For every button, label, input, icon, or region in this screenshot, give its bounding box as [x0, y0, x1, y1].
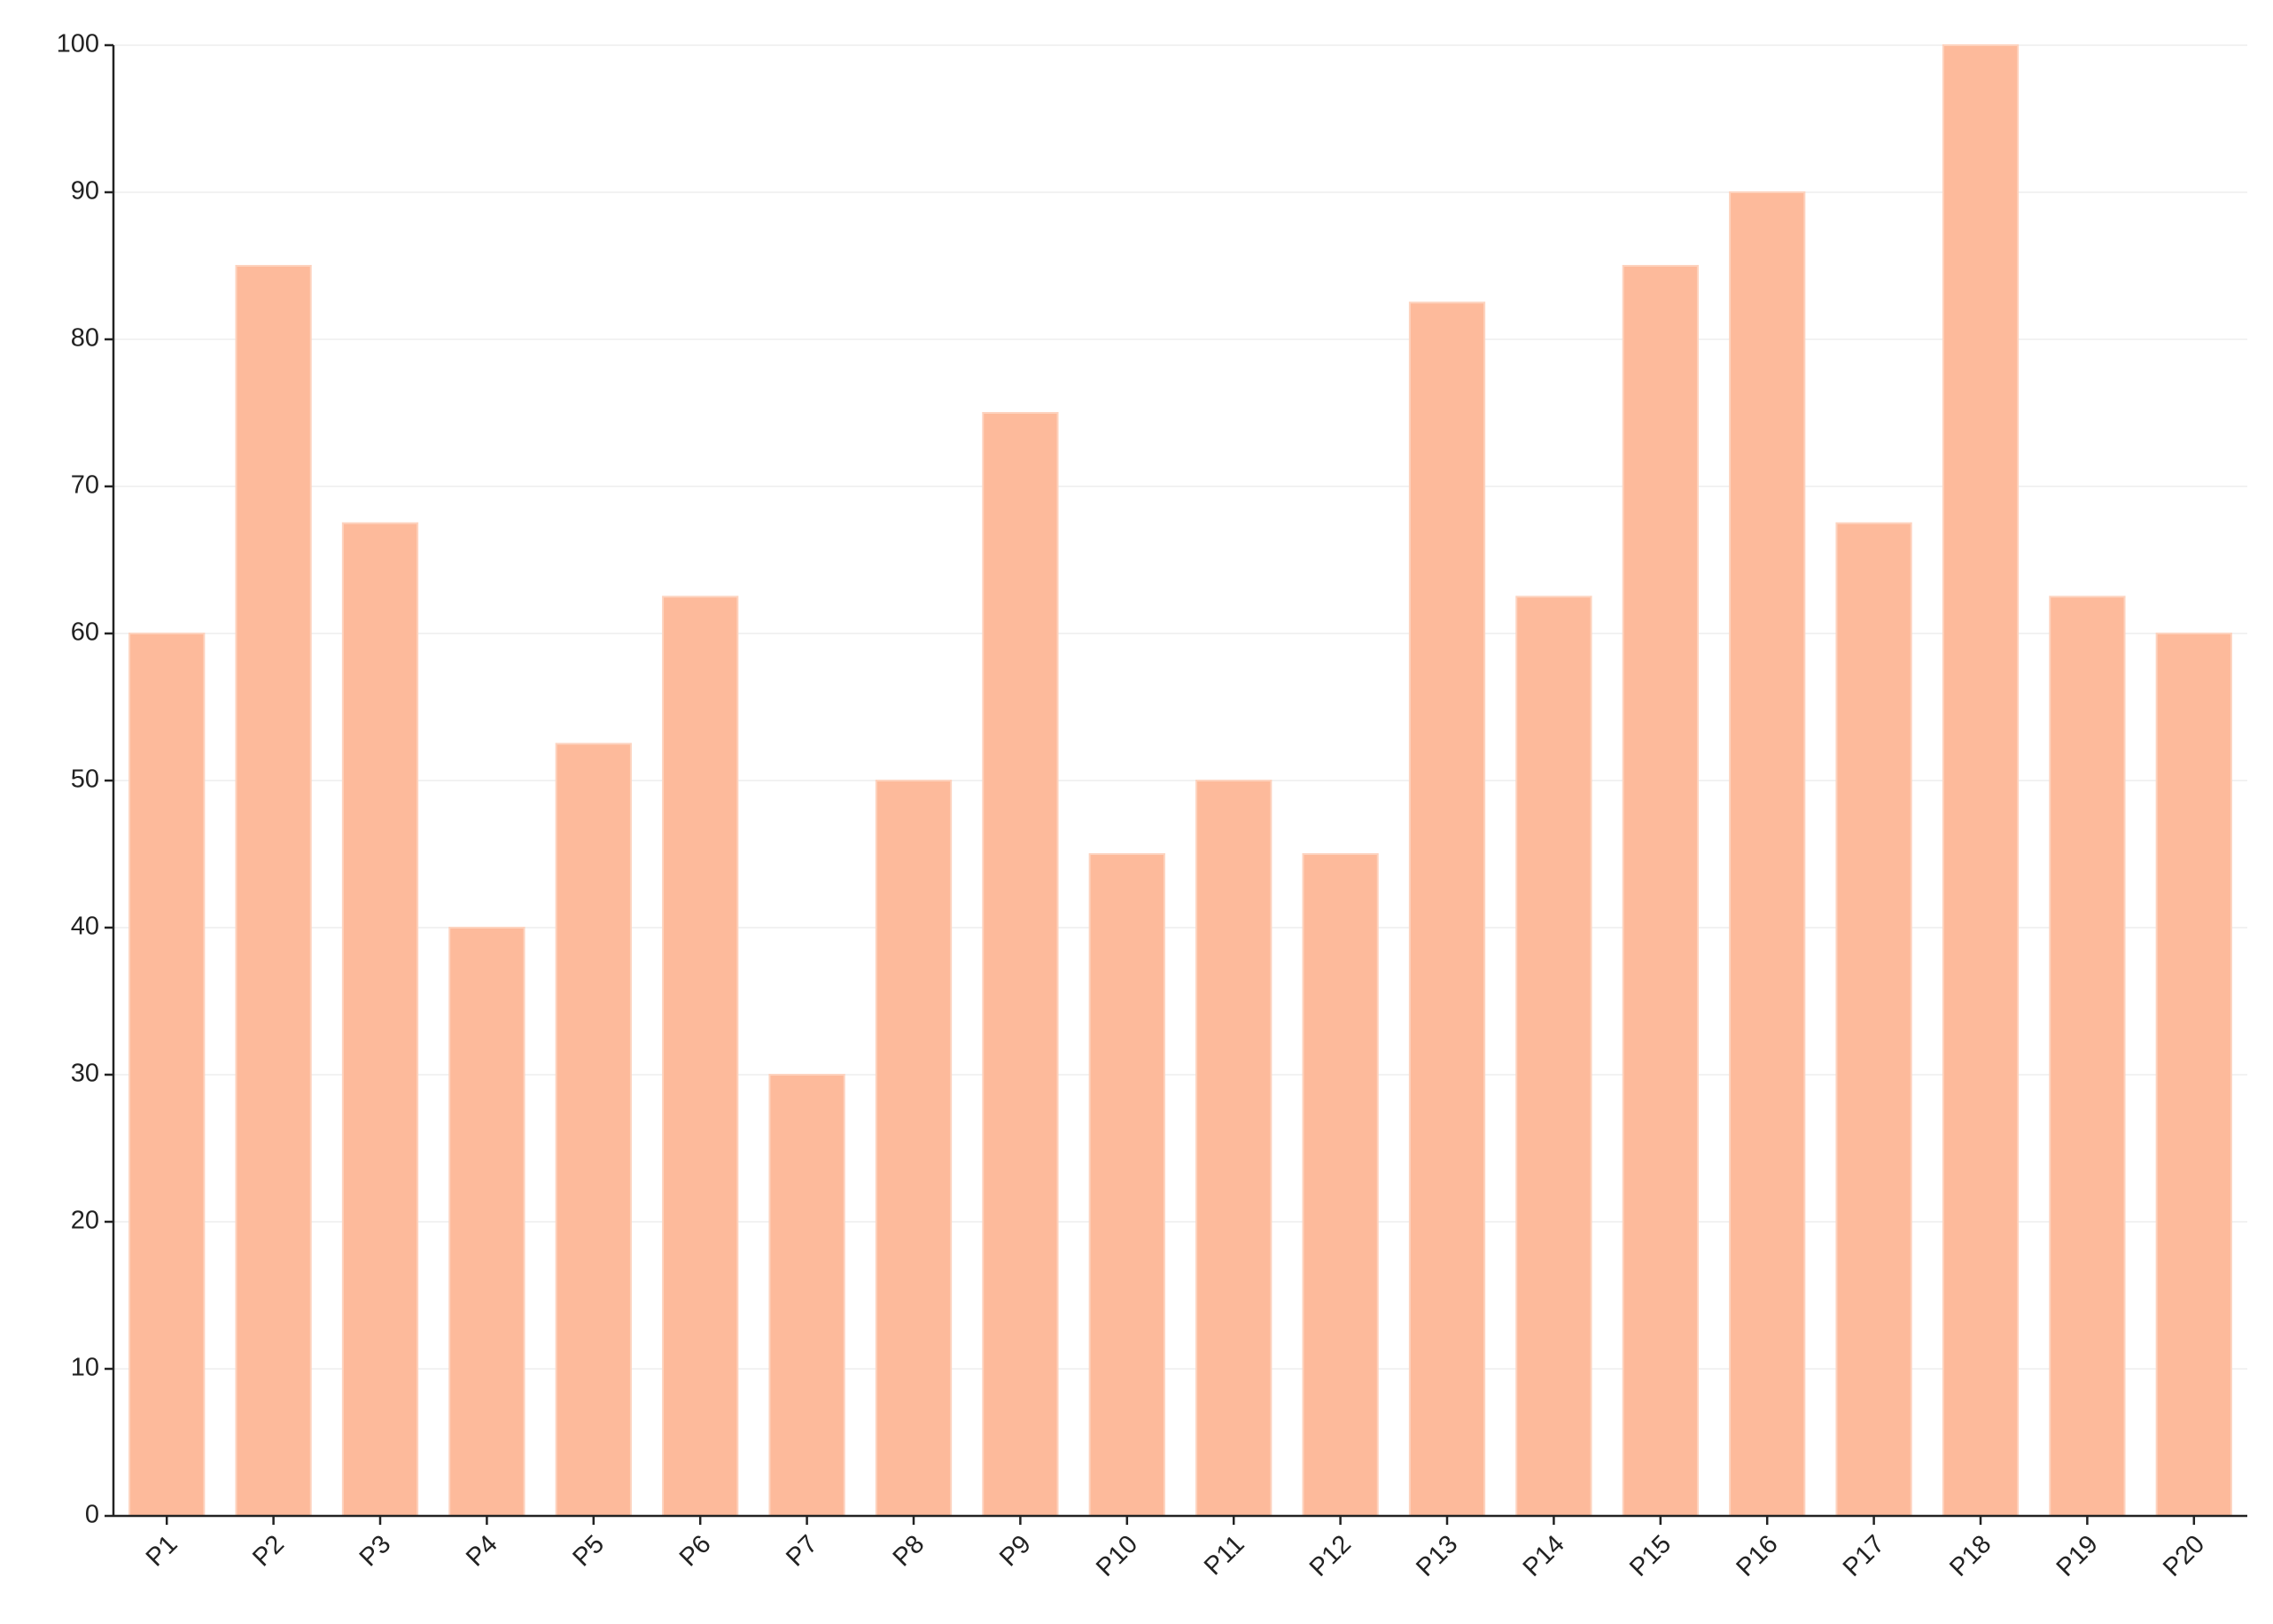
x-tick-label: P19	[2051, 1530, 2104, 1582]
y-tick-label: 20	[71, 1207, 99, 1235]
bar	[1515, 595, 1592, 1517]
x-tick-label: P6	[674, 1530, 717, 1573]
bar	[1729, 191, 1806, 1517]
x-tick-label: P13	[1411, 1530, 1463, 1582]
x-tick-label: P7	[781, 1530, 823, 1573]
bar	[448, 927, 525, 1517]
x-tick-label: P8	[888, 1530, 930, 1573]
bar	[982, 412, 1059, 1517]
bar	[235, 265, 312, 1517]
bar	[128, 633, 206, 1517]
x-tick-label: P11	[1199, 1530, 1250, 1581]
x-tick-label: P1	[141, 1530, 183, 1573]
bar	[1835, 522, 1912, 1517]
y-tick-label: 10	[71, 1354, 99, 1382]
bar	[1195, 780, 1273, 1517]
x-tick-label: P12	[1304, 1530, 1357, 1582]
bar	[555, 742, 632, 1517]
bar	[768, 1074, 845, 1517]
bar	[662, 595, 739, 1517]
y-tick-label: 60	[71, 618, 99, 647]
x-tick-label: P17	[1838, 1530, 1890, 1582]
bar	[1408, 301, 1486, 1517]
y-tick-label: 70	[71, 471, 99, 500]
y-tick-label: 100	[57, 30, 99, 58]
x-tick-label: P3	[354, 1530, 397, 1573]
bar	[1942, 44, 2020, 1517]
y-tick-label: 90	[71, 177, 99, 206]
x-tick-label: P14	[1518, 1530, 1570, 1582]
x-tick-label: P20	[2158, 1530, 2210, 1582]
bar	[341, 522, 419, 1517]
x-tick-label: P9	[994, 1530, 1037, 1573]
y-tick-label: 80	[71, 324, 99, 353]
x-tick-label: P15	[1624, 1530, 1677, 1582]
x-tick-label: P4	[461, 1530, 503, 1573]
x-tick-label: P16	[1731, 1530, 1783, 1582]
y-tick-label: 0	[85, 1501, 99, 1529]
x-tick-label: P5	[567, 1530, 610, 1573]
y-tick-label: 30	[71, 1060, 99, 1088]
bar	[1622, 265, 1699, 1517]
y-tick-label: 50	[71, 765, 99, 794]
x-tick-label: P18	[1944, 1530, 1997, 1582]
bar	[1088, 853, 1165, 1517]
bar	[1302, 853, 1379, 1517]
y-tick-label: 40	[71, 913, 99, 941]
bar	[875, 780, 953, 1517]
x-tick-label: P10	[1091, 1530, 1143, 1582]
bar	[2049, 595, 2126, 1517]
bar	[2155, 633, 2232, 1517]
x-tick-label: P2	[247, 1530, 290, 1573]
